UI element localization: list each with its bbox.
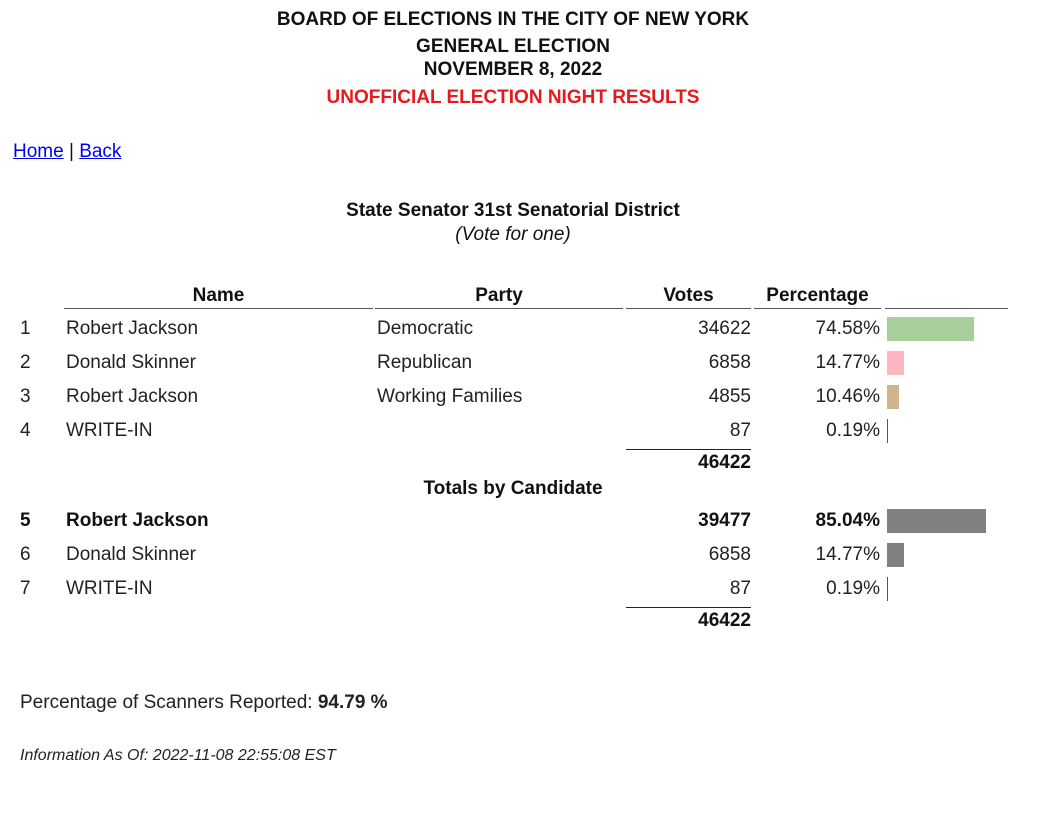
home-link[interactable]: Home	[13, 141, 64, 162]
vote-percentage: 0.19%	[826, 420, 880, 441]
column-header-name: Name	[64, 285, 373, 309]
candidate-name: Robert Jackson	[66, 510, 209, 531]
candidate-name: Donald Skinner	[66, 352, 196, 373]
candidate-name: WRITE-IN	[66, 420, 153, 441]
candidate-name: WRITE-IN	[66, 578, 153, 599]
total-votes: 46422	[698, 610, 751, 631]
percentage-bar	[887, 317, 974, 341]
vote-count: 87	[729, 578, 751, 599]
percentage-bar	[887, 509, 986, 533]
vote-percentage: 14.77%	[815, 352, 880, 373]
totals-heading: Totals by Candidate	[423, 478, 603, 499]
percentage-bar	[887, 577, 888, 601]
header-election: GENERAL ELECTION	[416, 36, 610, 57]
vote-percentage: 14.77%	[815, 544, 880, 565]
party-name: Democratic	[377, 318, 474, 339]
party-name: Working Families	[377, 386, 523, 407]
vote-count: 87	[729, 420, 751, 441]
percentage-bar	[887, 419, 888, 443]
contest-title: State Senator 31st Senatorial District	[346, 200, 680, 221]
column-header-party: Party	[375, 285, 623, 309]
back-link[interactable]: Back	[79, 141, 122, 162]
header-unofficial: UNOFFICIAL ELECTION NIGHT RESULTS	[326, 87, 700, 108]
vote-percentage: 85.04%	[815, 510, 880, 531]
vote-percentage: 10.46%	[815, 386, 880, 407]
vote-percentage: 0.19%	[826, 578, 880, 599]
header-title: BOARD OF ELECTIONS IN THE CITY OF NEW YO…	[276, 9, 750, 30]
row-number: 2	[20, 352, 31, 373]
candidate-name: Robert Jackson	[66, 318, 199, 339]
row-number: 1	[20, 318, 31, 339]
total-rule	[626, 449, 751, 450]
column-header-votes: Votes	[626, 285, 751, 309]
total-rule	[626, 607, 751, 608]
scanners-value: 94.79 %	[317, 692, 388, 713]
candidate-name: Donald Skinner	[66, 544, 196, 565]
percentage-bar	[887, 385, 899, 409]
vote-count: 4855	[708, 386, 751, 407]
total-votes: 46422	[698, 452, 751, 473]
contest-instruction: (Vote for one)	[455, 224, 571, 245]
scanners-label: Percentage of Scanners Reported:	[20, 692, 313, 713]
percentage-bar	[887, 351, 904, 375]
row-number: 3	[20, 386, 31, 407]
row-number: 5	[20, 510, 31, 531]
row-number: 7	[20, 578, 31, 599]
row-number: 6	[20, 544, 31, 565]
vote-count: 6858	[708, 544, 751, 565]
column-header-percentage: Percentage	[754, 285, 881, 309]
scanners-reported: Percentage of Scanners Reported: 94.79 %	[20, 692, 388, 714]
candidate-name: Robert Jackson	[66, 386, 199, 407]
column-header-bar	[885, 285, 1008, 309]
party-name: Republican	[377, 352, 473, 373]
header-date: NOVEMBER 8, 2022	[423, 59, 603, 80]
nav-links: Home | Back	[13, 141, 121, 163]
percentage-bar	[887, 543, 904, 567]
vote-count: 6858	[708, 352, 751, 373]
info-timestamp: Information As Of: 2022-11-08 22:55:08 E…	[20, 747, 336, 764]
row-number: 4	[20, 420, 31, 441]
nav-separator: |	[68, 141, 74, 162]
vote-count: 39477	[698, 510, 751, 531]
vote-count: 34622	[698, 318, 751, 339]
vote-percentage: 74.58%	[815, 318, 880, 339]
